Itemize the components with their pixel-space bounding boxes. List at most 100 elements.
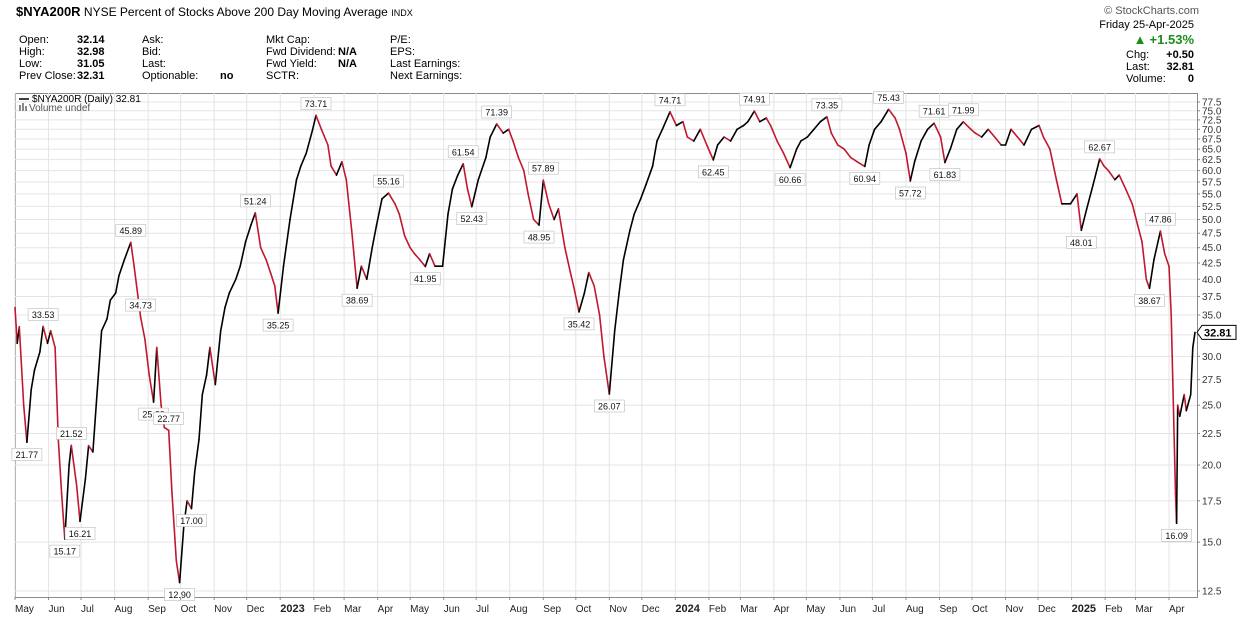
series-segment xyxy=(813,120,822,131)
series-segment xyxy=(1159,230,1166,255)
series-segment xyxy=(1131,203,1139,226)
legend: $NYA200R (Daily) 32.81 Volume undef xyxy=(19,94,141,114)
series-segment xyxy=(14,306,19,345)
series-segment xyxy=(201,374,208,396)
last-label: Last: xyxy=(142,58,166,70)
annotation-label: 61.83 xyxy=(934,170,957,180)
annotation-label: 51.24 xyxy=(244,196,267,206)
series-segment xyxy=(863,144,870,168)
up-triangle-icon: ▲ xyxy=(1133,32,1147,47)
annotation-box xyxy=(49,544,81,558)
series-segment xyxy=(507,128,514,142)
chg-value: +0.50 xyxy=(1166,49,1194,61)
series-segment xyxy=(209,346,217,386)
value-annotation: 35.25 xyxy=(262,318,294,332)
series-segment xyxy=(970,128,977,134)
value-annotation: 74.91 xyxy=(739,92,770,106)
series-segment xyxy=(675,120,684,127)
series-segment xyxy=(913,140,922,163)
value-annotation: 16.09 xyxy=(1161,528,1192,542)
series-segment xyxy=(1175,404,1179,525)
y-tick-label: 20.0 xyxy=(1202,461,1222,472)
exchange: INDX xyxy=(391,8,413,18)
series-segment xyxy=(1023,128,1033,146)
series-segment xyxy=(485,136,492,159)
series-segment xyxy=(224,292,231,309)
annotation-box xyxy=(697,165,729,179)
series-segment xyxy=(235,265,241,281)
y-tick-label: 67.5 xyxy=(1202,135,1222,146)
quote-col-4: P/E: EPS: Last Earnings: Next Earnings: xyxy=(390,34,480,82)
x-tick-label: Nov xyxy=(1006,604,1024,615)
x-tick-label: 2023 xyxy=(280,603,304,615)
value-annotation: 75.43 xyxy=(873,91,904,104)
series-segment xyxy=(375,198,383,226)
series-segment xyxy=(583,271,590,294)
series-segment xyxy=(470,178,480,208)
x-tick-label: Jul xyxy=(476,604,489,615)
series-segment xyxy=(949,128,958,150)
symbol: $NYA200R xyxy=(16,4,81,19)
series-segment xyxy=(428,252,436,268)
series-segment xyxy=(789,148,798,169)
series-segment xyxy=(633,198,642,215)
series-segment xyxy=(532,218,540,226)
series-segment xyxy=(661,111,671,131)
y-tick-label: 72.5 xyxy=(1202,115,1222,126)
series-segment xyxy=(629,213,636,232)
annotation-box xyxy=(164,588,195,601)
value-annotation: 16.21 xyxy=(64,526,96,540)
annotation-box xyxy=(27,308,59,321)
chart-title: $NYA200R NYSE Percent of Stocks Above 20… xyxy=(16,4,413,19)
series-segment xyxy=(729,128,738,142)
value-annotation: 62.45 xyxy=(697,165,729,179)
y-axis: 12.515.017.520.022.525.027.530.032.535.0… xyxy=(1196,98,1237,598)
eps-label: EPS: xyxy=(390,46,416,58)
value-annotation: 71.99 xyxy=(947,103,979,117)
value-annotation: 48.95 xyxy=(523,230,555,244)
x-tick-label: Aug xyxy=(906,604,924,615)
series-segment xyxy=(645,165,654,186)
annotations: 21.7733.5315.1721.5216.2145.8934.7325.29… xyxy=(11,91,1192,601)
series-segment xyxy=(1170,314,1177,495)
annotation-box xyxy=(774,173,806,186)
series-segment xyxy=(22,404,28,444)
series-segment xyxy=(1185,393,1192,412)
security-name: NYSE Percent of Stocks Above 200 Day Mov… xyxy=(83,5,388,19)
series-segment xyxy=(569,271,575,287)
annotation-label: 33.53 xyxy=(32,310,55,320)
annotation-label: 60.94 xyxy=(854,174,877,184)
series-segment xyxy=(980,128,990,138)
value-annotation: 21.52 xyxy=(55,427,87,440)
y-tick-label: 70.0 xyxy=(1202,125,1222,136)
annotation-box xyxy=(481,105,513,119)
series-segment xyxy=(365,246,374,281)
series-segment xyxy=(39,325,44,353)
annotation-label: 60.66 xyxy=(779,175,802,185)
series-segment xyxy=(830,132,839,146)
y-tick-label: 60.0 xyxy=(1202,166,1222,177)
series-segment xyxy=(1030,124,1040,131)
series-segment xyxy=(1107,169,1116,181)
series-segment xyxy=(265,259,272,274)
series-segment xyxy=(587,271,596,287)
value-annotation: 74.71 xyxy=(654,93,686,107)
x-tick-label: Jul xyxy=(81,604,94,615)
series-segment xyxy=(92,404,97,453)
series-segment xyxy=(765,117,772,127)
series-segment xyxy=(79,477,87,523)
series-segment xyxy=(747,110,756,123)
x-tick-label: Dec xyxy=(247,604,265,615)
series-segment xyxy=(538,179,545,226)
x-tick-label: Mar xyxy=(344,604,362,615)
series-segment xyxy=(26,388,33,444)
x-tick-label: Jun xyxy=(840,604,856,615)
annotation-label: 57.72 xyxy=(899,189,922,199)
mkt-cap-label: Mkt Cap: xyxy=(266,34,311,46)
series-segment xyxy=(1092,158,1101,186)
x-tick-label: Sep xyxy=(543,604,561,615)
x-tick-label: Dec xyxy=(642,604,660,615)
x-tick-label: May xyxy=(806,604,825,615)
series-segment xyxy=(269,271,276,287)
series-segment xyxy=(782,152,791,169)
